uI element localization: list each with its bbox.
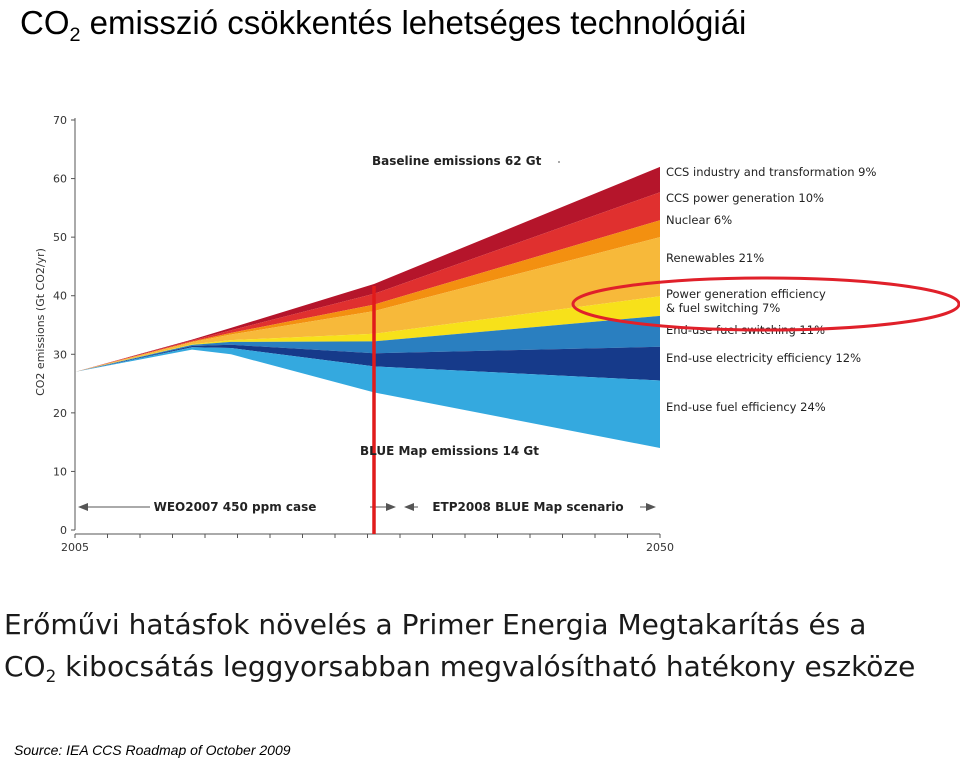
series-label-4: Power generation efficiency — [666, 287, 826, 301]
y-tick-label: 20 — [53, 407, 67, 420]
baseline-label: Baseline emissions 62 Gt — [372, 154, 542, 168]
wedge-7 — [75, 347, 660, 448]
caption: Erőművi hatásfok növelés a Primer Energi… — [4, 604, 959, 697]
series-label-1: CCS power generation 10% — [666, 191, 824, 205]
y-tick-label: 70 — [53, 114, 67, 127]
series-label-0: CCS industry and transformation 9% — [666, 165, 876, 179]
y-tick-label: 0 — [60, 524, 67, 537]
x-tick-2005: 2005 — [61, 541, 89, 554]
period-label-weo: WEO2007 450 ppm case — [154, 500, 317, 514]
source-note: Source: IEA CCS Roadmap of October 2009 — [14, 742, 291, 758]
series-labels: CCS industry and transformation 9% CCS po… — [666, 165, 876, 414]
y-tick-label: 60 — [53, 173, 67, 186]
wedge-6 — [75, 344, 660, 381]
series-label-6: End-use electricity efficiency 12% — [666, 351, 861, 365]
y-tick-label: 40 — [53, 290, 67, 303]
bluemap-label: BLUE Map emissions 14 Gt — [360, 444, 539, 458]
x-axis-minor-ticks — [74, 534, 661, 538]
period-label-etp: ETP2008 BLUE Map scenario — [432, 500, 623, 514]
series-label-4-line2: & fuel switching 7% — [666, 301, 780, 315]
wedge-3 — [75, 237, 660, 372]
x-tick-2050: 2050 — [646, 541, 674, 554]
series-label-7: End-use fuel efficiency 24% — [666, 400, 826, 414]
y-tick-label: 50 — [53, 231, 67, 244]
highlight-ellipse — [571, 276, 960, 332]
series-label-3: Renewables 21% — [666, 251, 764, 265]
caption-line-1: Erőművi hatásfok növelés a Primer Energi… — [4, 608, 867, 641]
y-tick-label: 10 — [53, 465, 67, 478]
y-axis-ticks: 0 10 20 30 40 50 60 70 — [53, 114, 75, 537]
co2-wedge-chart: 0 10 20 30 40 50 60 70 CO2 emissions (Gt CO2/yr… — [34, 114, 960, 554]
wedge-2 — [75, 220, 660, 372]
y-tick-label: 30 — [53, 348, 67, 361]
wedge-layer — [75, 166, 660, 448]
caption-line-2: CO2 kibocsátás leggyorsabban megvalósíth… — [4, 650, 916, 686]
y-axis-label: CO2 emissions (Gt CO2/yr) — [34, 248, 47, 396]
wedge-5 — [75, 315, 660, 372]
slide-title: CO2 emisszió csökkentés lehetséges techn… — [20, 4, 747, 46]
series-label-2: Nuclear 6% — [666, 213, 732, 227]
